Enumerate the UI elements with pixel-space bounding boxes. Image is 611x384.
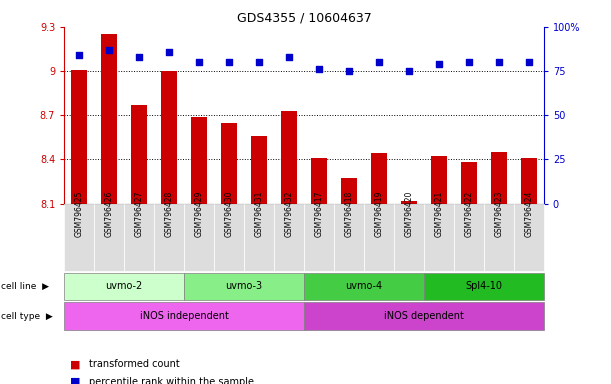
Point <box>104 47 114 53</box>
Text: GSM796426: GSM796426 <box>104 191 114 237</box>
Text: uvmo-2: uvmo-2 <box>106 281 143 291</box>
Bar <box>131 105 147 204</box>
Point <box>464 59 474 65</box>
Text: uvmo-4: uvmo-4 <box>345 281 382 291</box>
Bar <box>521 158 537 204</box>
Bar <box>191 117 207 204</box>
Text: GSM796422: GSM796422 <box>464 191 474 237</box>
Text: GSM796425: GSM796425 <box>75 191 84 237</box>
Text: ■: ■ <box>70 377 81 384</box>
Text: GSM796424: GSM796424 <box>524 191 533 237</box>
Text: GSM796427: GSM796427 <box>134 191 144 237</box>
Text: cell line  ▶: cell line ▶ <box>1 282 49 291</box>
Text: GSM796428: GSM796428 <box>164 191 174 237</box>
Point <box>344 68 354 74</box>
Text: GSM796429: GSM796429 <box>194 191 203 237</box>
Bar <box>341 179 357 204</box>
Point <box>284 54 294 60</box>
Bar <box>101 34 117 204</box>
Bar <box>371 154 387 204</box>
Text: GSM796430: GSM796430 <box>224 190 233 237</box>
Text: uvmo-3: uvmo-3 <box>225 281 263 291</box>
Text: transformed count: transformed count <box>89 359 180 369</box>
Text: GDS4355 / 10604637: GDS4355 / 10604637 <box>236 12 371 25</box>
Bar <box>491 152 507 204</box>
Point <box>434 61 444 67</box>
Bar <box>221 122 237 204</box>
Text: GSM796418: GSM796418 <box>345 191 353 237</box>
Text: Spl4-10: Spl4-10 <box>466 281 502 291</box>
Text: percentile rank within the sample: percentile rank within the sample <box>89 377 254 384</box>
Point <box>374 59 384 65</box>
Bar <box>401 200 417 204</box>
Bar <box>311 158 327 204</box>
Point <box>314 66 324 72</box>
Text: GSM796423: GSM796423 <box>494 191 503 237</box>
Text: cell type  ▶: cell type ▶ <box>1 311 53 321</box>
Text: GSM796419: GSM796419 <box>375 191 384 237</box>
Point <box>494 59 503 65</box>
Text: GSM796421: GSM796421 <box>434 191 444 237</box>
Text: ■: ■ <box>70 359 81 369</box>
Point <box>224 59 234 65</box>
Bar <box>161 71 177 204</box>
Point <box>134 54 144 60</box>
Point <box>75 52 84 58</box>
Point <box>164 48 174 55</box>
Text: GSM796417: GSM796417 <box>315 191 323 237</box>
Bar <box>431 156 447 204</box>
Text: iNOS independent: iNOS independent <box>140 311 229 321</box>
Text: iNOS dependent: iNOS dependent <box>384 311 464 321</box>
Bar <box>71 70 87 204</box>
Text: GSM796431: GSM796431 <box>255 191 263 237</box>
Point <box>404 68 414 74</box>
Point <box>194 59 204 65</box>
Point <box>524 59 533 65</box>
Text: GSM796432: GSM796432 <box>285 191 293 237</box>
Bar <box>251 136 267 204</box>
Bar <box>280 111 297 204</box>
Bar <box>461 162 477 204</box>
Text: GSM796420: GSM796420 <box>404 191 414 237</box>
Point <box>254 59 264 65</box>
